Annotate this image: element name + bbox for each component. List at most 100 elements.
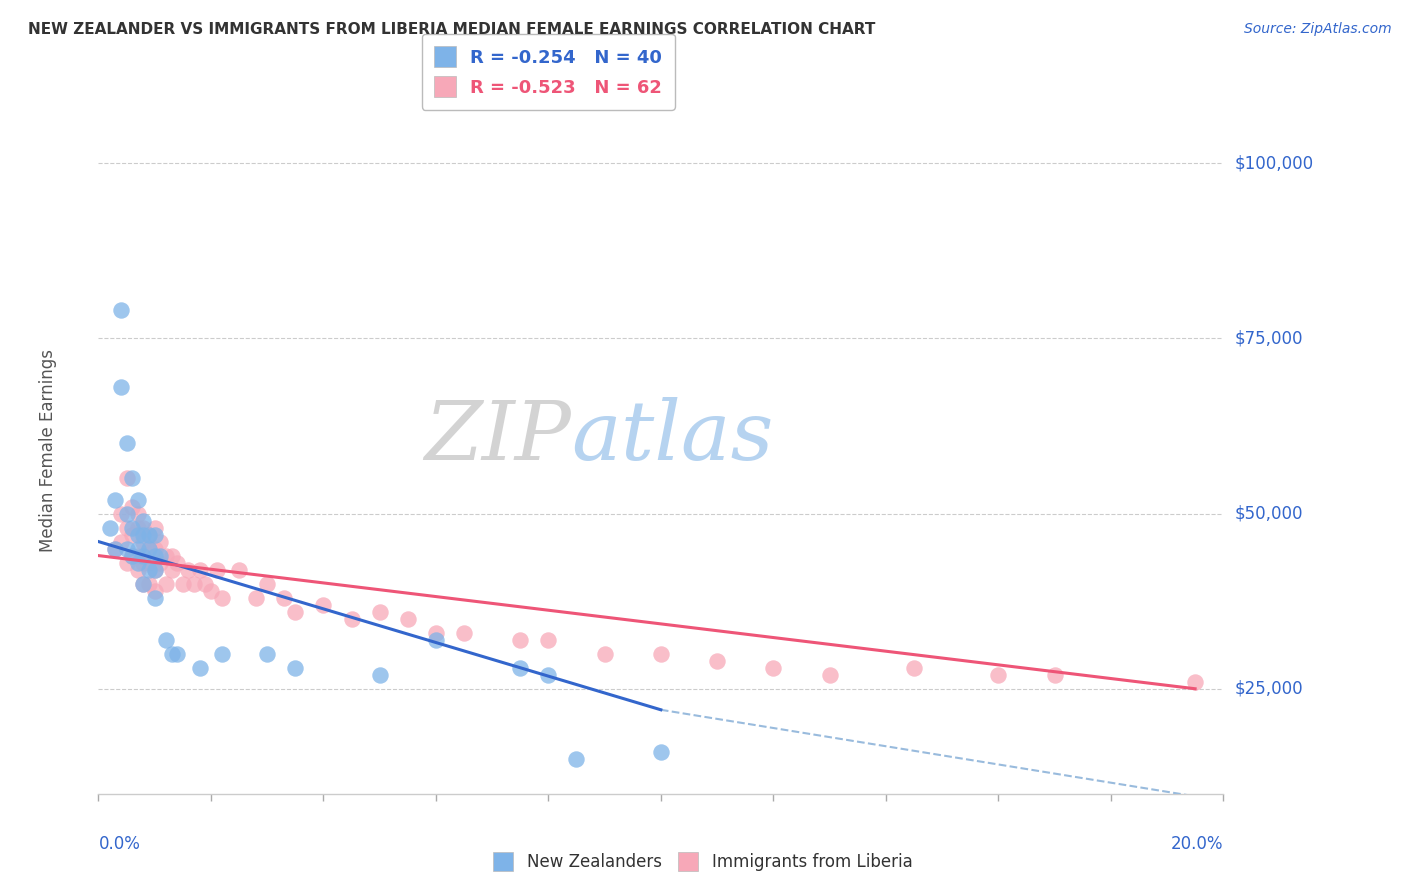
Point (155, 549, 177, 563)
Point (132, 520, 155, 534)
Point (1043, 667, 1066, 681)
Point (256, 647, 278, 661)
Point (121, 520, 143, 534)
Point (188, 563, 211, 577)
Point (509, 661, 531, 675)
Legend: R = -0.254   N = 40, R = -0.523   N = 62: R = -0.254 N = 40, R = -0.523 N = 62 (422, 34, 675, 110)
Legend: New Zealanders, Immigrants from Liberia: New Zealanders, Immigrants from Liberia (485, 843, 921, 880)
Point (138, 527, 160, 541)
Point (177, 563, 200, 577)
Text: Median Female Earnings: Median Female Earnings (39, 349, 56, 552)
Point (149, 556, 172, 570)
Point (127, 541, 149, 556)
Point (138, 576, 160, 591)
Text: $50,000: $50,000 (1234, 505, 1303, 523)
Point (340, 612, 363, 626)
Point (121, 471, 143, 485)
Text: 20.0%: 20.0% (1171, 835, 1223, 853)
Point (425, 625, 447, 640)
Point (127, 507, 149, 521)
Point (200, 583, 222, 598)
Point (537, 667, 560, 681)
Point (188, 661, 211, 675)
Point (160, 647, 183, 661)
Point (143, 583, 166, 598)
Point (132, 556, 155, 570)
Point (396, 612, 419, 626)
Text: $25,000: $25,000 (1234, 680, 1303, 698)
Point (143, 591, 166, 605)
Point (115, 507, 138, 521)
Point (565, 752, 588, 766)
Point (127, 520, 149, 534)
Point (245, 591, 267, 605)
Point (104, 541, 127, 556)
Point (143, 541, 166, 556)
Point (160, 563, 183, 577)
Point (138, 527, 160, 541)
Point (149, 534, 172, 549)
Point (425, 632, 447, 647)
Point (987, 667, 1010, 681)
Point (121, 549, 143, 563)
Point (368, 667, 391, 681)
Text: Source: ZipAtlas.com: Source: ZipAtlas.com (1244, 22, 1392, 37)
Text: atlas: atlas (571, 397, 773, 476)
Point (205, 563, 228, 577)
Point (132, 514, 155, 528)
Point (138, 563, 160, 577)
Point (194, 576, 217, 591)
Point (121, 500, 143, 514)
Point (110, 534, 132, 549)
Point (121, 549, 143, 563)
Point (143, 563, 166, 577)
Point (132, 576, 155, 591)
Point (132, 576, 155, 591)
Text: 0.0%: 0.0% (98, 835, 141, 853)
Point (138, 541, 160, 556)
Point (149, 549, 172, 563)
Point (132, 549, 155, 563)
Point (284, 605, 307, 619)
Point (284, 661, 307, 675)
Point (706, 654, 728, 668)
Point (115, 541, 138, 556)
Point (127, 563, 149, 577)
Point (138, 556, 160, 570)
Point (1184, 674, 1206, 689)
Point (172, 576, 194, 591)
Point (312, 598, 335, 612)
Text: NEW ZEALANDER VS IMMIGRANTS FROM LIBERIA MEDIAN FEMALE EARNINGS CORRELATION CHAR: NEW ZEALANDER VS IMMIGRANTS FROM LIBERIA… (28, 22, 876, 37)
Point (211, 591, 233, 605)
Point (121, 527, 143, 541)
Point (166, 647, 188, 661)
Point (650, 745, 672, 759)
Point (110, 507, 132, 521)
Point (183, 576, 205, 591)
Point (650, 647, 672, 661)
Point (211, 647, 233, 661)
Point (138, 541, 160, 556)
Text: ZIP: ZIP (425, 397, 571, 476)
Point (115, 556, 138, 570)
Point (818, 667, 841, 681)
Point (110, 380, 132, 394)
Point (143, 527, 166, 541)
Point (132, 527, 155, 541)
Point (104, 541, 127, 556)
Point (368, 605, 391, 619)
Text: $100,000: $100,000 (1234, 154, 1313, 172)
Point (115, 471, 138, 485)
Point (155, 632, 177, 647)
Point (115, 520, 138, 534)
Point (143, 563, 166, 577)
Point (143, 549, 166, 563)
Point (453, 625, 475, 640)
Point (127, 527, 149, 541)
Point (104, 492, 127, 507)
Point (115, 436, 138, 450)
Text: $75,000: $75,000 (1234, 329, 1303, 347)
Point (127, 492, 149, 507)
Point (537, 632, 560, 647)
Point (256, 576, 278, 591)
